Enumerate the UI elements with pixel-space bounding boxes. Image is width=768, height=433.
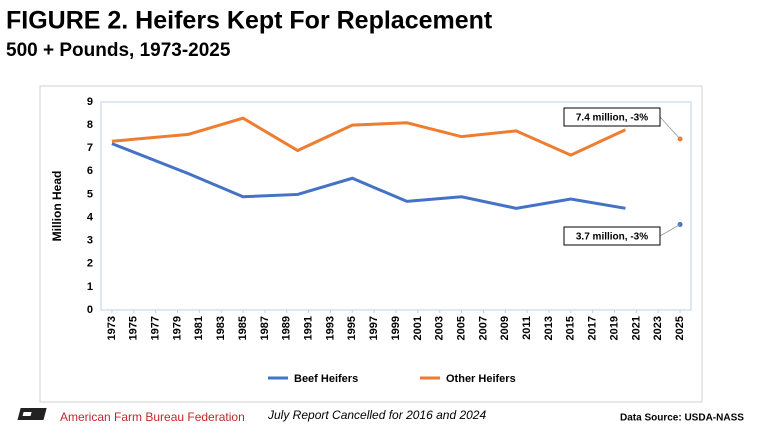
x-tick-label: 1991: [302, 316, 314, 340]
x-tick-label: 1981: [193, 316, 205, 340]
x-tick-label: 1989: [281, 316, 293, 340]
annotation-leader: [659, 116, 681, 140]
logo-mark: [17, 408, 47, 420]
y-tick-label: 9: [87, 96, 93, 108]
footer-note: July Report Cancelled for 2016 and 2024: [267, 408, 486, 422]
x-tick-label: 1997: [368, 316, 380, 340]
x-tick-label: 1993: [324, 316, 336, 340]
x-tick-label: 1999: [390, 316, 402, 340]
x-tick-label: 1979: [171, 316, 183, 340]
chart-title: FIGURE 2. Heifers Kept For Replacement: [6, 7, 493, 35]
annotation: 7.4 million, -3%: [576, 113, 648, 124]
x-tick-label: 1983: [215, 316, 227, 340]
x-tick-label: 1975: [128, 316, 140, 340]
x-tick-label: 2005: [455, 316, 467, 340]
y-tick-label: 4: [87, 211, 94, 223]
x-tick-label: 2011: [521, 316, 533, 340]
x-tick-label: 1985: [237, 316, 249, 340]
logo: [17, 408, 47, 420]
legend-label: Other Heifers: [446, 373, 516, 385]
x-tick-label: 2003: [434, 316, 446, 340]
series-line: [112, 144, 680, 225]
x-tick-label: 1995: [346, 316, 358, 340]
y-tick-label: 2: [87, 258, 93, 270]
annotation: 3.7 million, -3%: [576, 232, 648, 243]
y-tick-label: 7: [87, 142, 93, 154]
y-tick-label: 0: [87, 304, 93, 316]
data-source: Data Source: USDA-NASS: [620, 413, 744, 424]
x-tick-label: 1973: [106, 316, 118, 340]
x-tick-label: 2019: [608, 316, 620, 340]
x-tick-label: 2021: [630, 316, 642, 340]
chart-subtitle: 500 + Pounds, 1973-2025: [6, 40, 231, 61]
annotation-box: [563, 226, 661, 246]
logo-gap: [22, 412, 32, 416]
x-tick-label: 1977: [150, 316, 162, 340]
x-tick-label: 2023: [652, 316, 664, 340]
x-tick-label: 2013: [543, 316, 555, 340]
x-tick-label: 2001: [412, 316, 424, 340]
x-tick-label: 1987: [259, 316, 271, 340]
x-tick-label: 2017: [587, 316, 599, 340]
x-tick-label: 2015: [565, 316, 577, 340]
organization: American Farm Bureau Federation: [60, 410, 245, 424]
legend-label: Beef Heifers: [294, 373, 358, 385]
x-tick-label: 2025: [674, 316, 686, 340]
y-tick-label: 3: [87, 235, 93, 247]
y-axis-label: Million Head: [50, 171, 64, 242]
x-tick-label: 2009: [499, 316, 511, 340]
y-tick-label: 8: [87, 119, 93, 131]
x-tick-label: 2007: [477, 316, 489, 340]
y-tick-label: 1: [87, 281, 93, 293]
y-tick-label: 5: [87, 188, 93, 200]
chart-frame: [39, 85, 703, 403]
y-tick-label: 6: [87, 165, 93, 177]
annotation-box: [563, 107, 661, 127]
annotation-leader: [659, 224, 681, 237]
